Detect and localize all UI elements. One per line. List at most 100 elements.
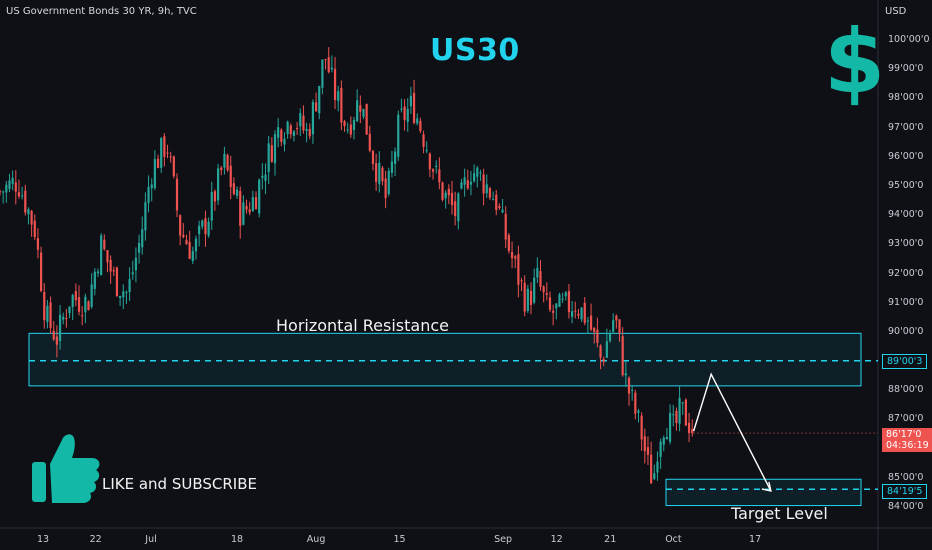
candle	[343, 121, 346, 126]
candle	[62, 316, 65, 320]
candle	[618, 319, 621, 334]
candle	[460, 182, 463, 189]
candle	[457, 193, 460, 222]
candle	[444, 192, 447, 199]
candle	[631, 389, 634, 391]
candle	[517, 254, 520, 285]
candle	[17, 192, 21, 197]
currency-label: USD	[885, 6, 907, 17]
candle	[672, 414, 675, 416]
x-tick-label: 12	[550, 534, 563, 545]
chart-title: US30	[430, 33, 520, 68]
candle	[179, 215, 182, 236]
y-tick-label: 98'00'0	[888, 92, 924, 104]
candle	[479, 172, 482, 174]
candle	[447, 188, 450, 196]
candle	[675, 410, 678, 423]
resistance-price-badge: 89'00'3	[882, 354, 928, 369]
candle	[466, 180, 469, 189]
projection-arrowhead	[761, 481, 772, 492]
candle	[248, 209, 251, 213]
x-tick-label: Aug	[306, 534, 326, 545]
candle	[498, 206, 501, 209]
symbol-legend[interactable]: US Government Bonds 30 YR, 9h, TVC	[6, 6, 197, 17]
candle	[213, 191, 217, 202]
projection-path	[692, 372, 772, 492]
candle	[30, 210, 33, 225]
candle	[137, 242, 141, 253]
candle	[552, 310, 555, 313]
candle	[0, 191, 2, 193]
candle	[435, 165, 438, 167]
candle	[428, 153, 431, 170]
candle	[5, 184, 8, 193]
candle	[277, 127, 280, 138]
candle	[390, 161, 394, 173]
candle	[441, 182, 444, 200]
candle	[425, 150, 428, 152]
candle	[491, 199, 495, 201]
candle	[403, 106, 406, 120]
candle	[141, 229, 144, 248]
candle	[580, 307, 583, 320]
candle	[397, 114, 400, 157]
candle	[634, 392, 637, 414]
candle	[210, 192, 213, 221]
candle	[251, 197, 254, 211]
candle	[188, 241, 191, 259]
candle	[226, 154, 229, 171]
y-tick-label: 97'00'0	[888, 121, 924, 133]
target-zone[interactable]	[665, 478, 878, 507]
candle	[583, 302, 586, 323]
candle	[665, 436, 669, 440]
candle	[2, 191, 5, 193]
y-tick-label: 95'00'0	[888, 179, 924, 191]
candle	[147, 186, 150, 203]
target-level-label: Target Level	[731, 504, 828, 523]
candle	[77, 297, 81, 312]
target-zone-box	[665, 478, 862, 507]
candle	[337, 90, 340, 101]
y-tick-label: 94'00'0	[888, 209, 924, 221]
candle	[416, 118, 419, 124]
candle	[375, 163, 378, 182]
candle	[100, 235, 103, 276]
candle	[299, 113, 302, 127]
candle	[495, 194, 498, 210]
candle	[87, 301, 90, 311]
candle	[526, 288, 529, 311]
candle	[33, 220, 36, 238]
candle	[340, 87, 343, 123]
candle	[115, 267, 119, 297]
candle	[533, 277, 536, 303]
candle	[245, 205, 248, 210]
candle	[653, 473, 656, 480]
candle	[687, 422, 691, 434]
candle	[574, 310, 577, 312]
candle	[220, 167, 223, 171]
candle	[185, 239, 188, 245]
candle	[542, 286, 545, 293]
candle	[270, 145, 273, 162]
resistance-zone-box	[28, 332, 862, 387]
candle	[175, 178, 179, 211]
candle	[172, 156, 175, 177]
candle	[11, 177, 14, 184]
target-price-badge: 84'19'5	[882, 484, 928, 499]
candle	[128, 279, 131, 293]
y-tick-label: 91'00'0	[888, 296, 924, 308]
candle	[191, 251, 194, 262]
resistance-zone[interactable]	[28, 332, 878, 387]
candle	[160, 137, 163, 168]
candle	[668, 413, 672, 442]
candle	[555, 303, 558, 309]
candle	[150, 184, 153, 189]
candle	[412, 92, 416, 123]
candle	[567, 291, 571, 313]
candle	[109, 259, 112, 272]
candle	[232, 183, 235, 195]
y-tick-label: 99'00'0	[888, 63, 924, 75]
candle	[39, 252, 43, 292]
